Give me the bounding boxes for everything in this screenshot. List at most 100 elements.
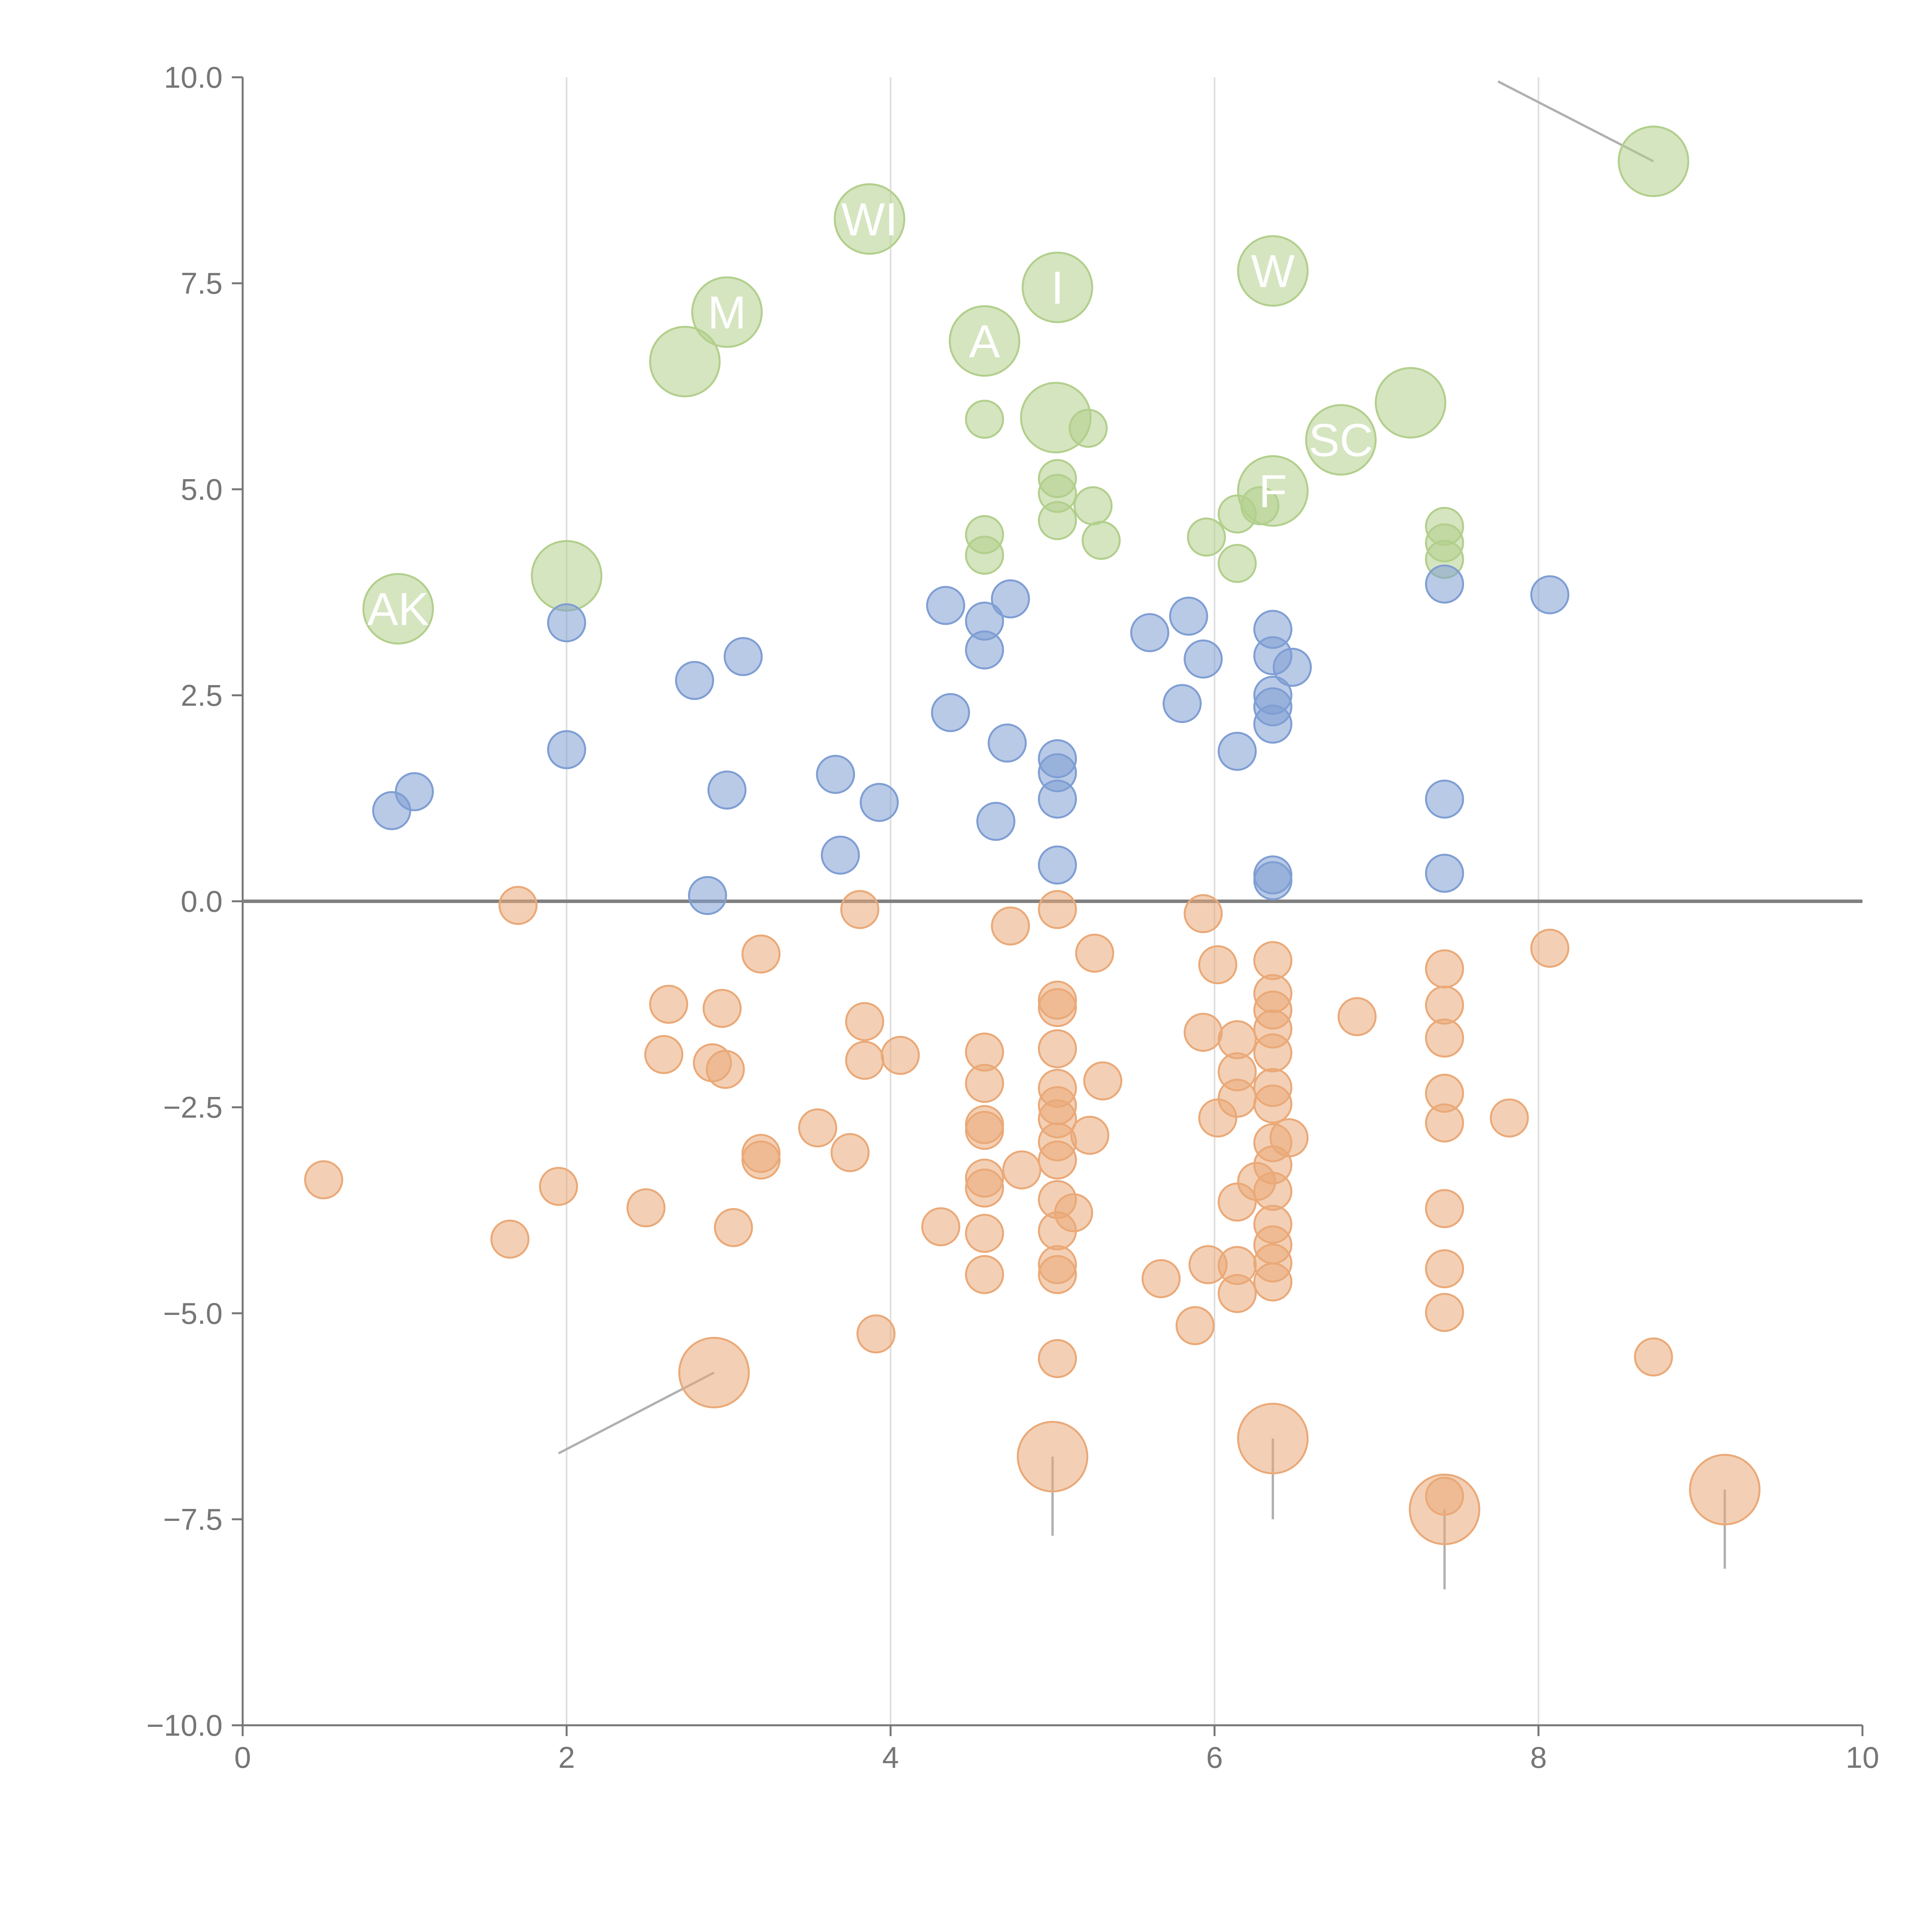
- orange-point: [965, 1255, 1004, 1294]
- orange-point: [1038, 1255, 1077, 1294]
- point-label: AK: [367, 583, 429, 635]
- orange-point: [304, 1160, 344, 1199]
- green-point: [1022, 252, 1094, 323]
- orange-point: [678, 1337, 750, 1408]
- blue-point: [707, 770, 747, 810]
- blue-point: [1425, 564, 1464, 604]
- green-point: [1374, 367, 1446, 439]
- green-point: [362, 573, 434, 645]
- y-tick-label: 5.0: [181, 472, 223, 506]
- orange-point: [1269, 1118, 1309, 1158]
- orange-point: [965, 1064, 1004, 1103]
- blue-point: [688, 876, 727, 915]
- orange-point: [1038, 1029, 1077, 1068]
- blue-point: [1253, 861, 1293, 900]
- orange-point: [1408, 1473, 1480, 1545]
- orange-point: [1689, 1454, 1761, 1526]
- x-tick-label: 2: [558, 1740, 575, 1774]
- point-labels: AK WI M AI SC W F: [367, 194, 1373, 635]
- blue-point: [1425, 779, 1464, 819]
- orange-point: [1184, 894, 1223, 933]
- orange-point: [1337, 997, 1377, 1036]
- blue-point: [1184, 639, 1223, 679]
- orange-point: [1198, 945, 1238, 985]
- orange-point: [881, 1036, 920, 1075]
- green-point: [1187, 517, 1226, 557]
- point-label: I: [1051, 262, 1064, 314]
- orange-point: [921, 1207, 961, 1247]
- blue-point: [1253, 704, 1293, 744]
- orange-point: [702, 989, 742, 1028]
- orange-point: [991, 906, 1030, 946]
- blue-point: [547, 603, 586, 643]
- orange-point: [1425, 1018, 1464, 1058]
- orange-point: [1184, 1013, 1223, 1052]
- green-point: [1305, 404, 1377, 476]
- green-point: [965, 400, 1004, 439]
- blue-point: [395, 772, 434, 811]
- orange-point: [1175, 1306, 1215, 1345]
- orange-point: [1218, 1274, 1257, 1313]
- orange-point: [1253, 1262, 1293, 1302]
- x-tick-label: 0: [234, 1740, 251, 1774]
- orange-point: [1530, 929, 1570, 968]
- orange-point: [965, 1168, 1004, 1208]
- green-point: [949, 305, 1020, 377]
- x-tick-label: 6: [1206, 1740, 1223, 1774]
- blue-point: [926, 586, 965, 625]
- blue-point: [1169, 597, 1208, 636]
- y-tick-label: −10.0: [146, 1708, 223, 1742]
- green-point: [691, 276, 763, 348]
- blue-point: [1038, 779, 1077, 819]
- orange-point: [1038, 1339, 1077, 1378]
- orange-point: [1054, 1193, 1093, 1233]
- green-point: [531, 540, 602, 612]
- orange-point: [1253, 1033, 1293, 1073]
- green-point: [1240, 486, 1280, 526]
- orange-point: [1075, 934, 1114, 973]
- green-point: [965, 536, 1004, 575]
- orange-point: [1253, 1084, 1293, 1124]
- orange-point: [1634, 1337, 1673, 1377]
- orange-point: [845, 1002, 884, 1041]
- y-tick-label: 7.5: [181, 266, 223, 300]
- orange-point: [539, 1167, 578, 1206]
- green-point: [1038, 501, 1077, 540]
- blue-point: [988, 723, 1027, 763]
- orange-point: [1237, 1403, 1309, 1475]
- orange-point: [1038, 890, 1077, 929]
- orange-point: [741, 1140, 781, 1180]
- blue-point: [547, 730, 586, 769]
- blue-point: [675, 661, 714, 700]
- green-point: [649, 326, 721, 398]
- blue-point: [991, 579, 1030, 619]
- orange-point: [1425, 985, 1464, 1025]
- point-label: SC: [1309, 414, 1373, 466]
- orange-point: [498, 886, 538, 925]
- orange-point: [965, 1111, 1004, 1150]
- green-point: [1237, 235, 1309, 307]
- orange-point: [1253, 1172, 1293, 1211]
- orange-point: [1002, 1150, 1041, 1190]
- orange-point: [1425, 1249, 1464, 1289]
- point-label: A: [969, 315, 1000, 367]
- orange-point: [965, 1214, 1004, 1253]
- blue-point: [1218, 731, 1257, 771]
- y-tick-label: 0.0: [181, 884, 223, 918]
- point-label: W: [1251, 245, 1294, 297]
- orange-point: [741, 934, 781, 974]
- blue-point: [1530, 575, 1570, 614]
- orange-point: [1017, 1421, 1088, 1493]
- blue-point: [965, 630, 1004, 670]
- orange-point: [644, 1035, 684, 1074]
- green-point: [1068, 408, 1108, 448]
- y-tick-label: −2.5: [163, 1090, 223, 1124]
- blue-point: [859, 783, 899, 822]
- orange-point: [856, 1314, 896, 1354]
- orange-point: [1038, 988, 1077, 1027]
- y-tick-label: −7.5: [163, 1502, 223, 1536]
- data-points: [304, 126, 1761, 1545]
- orange-point: [1425, 1103, 1464, 1143]
- orange-point: [830, 1133, 870, 1172]
